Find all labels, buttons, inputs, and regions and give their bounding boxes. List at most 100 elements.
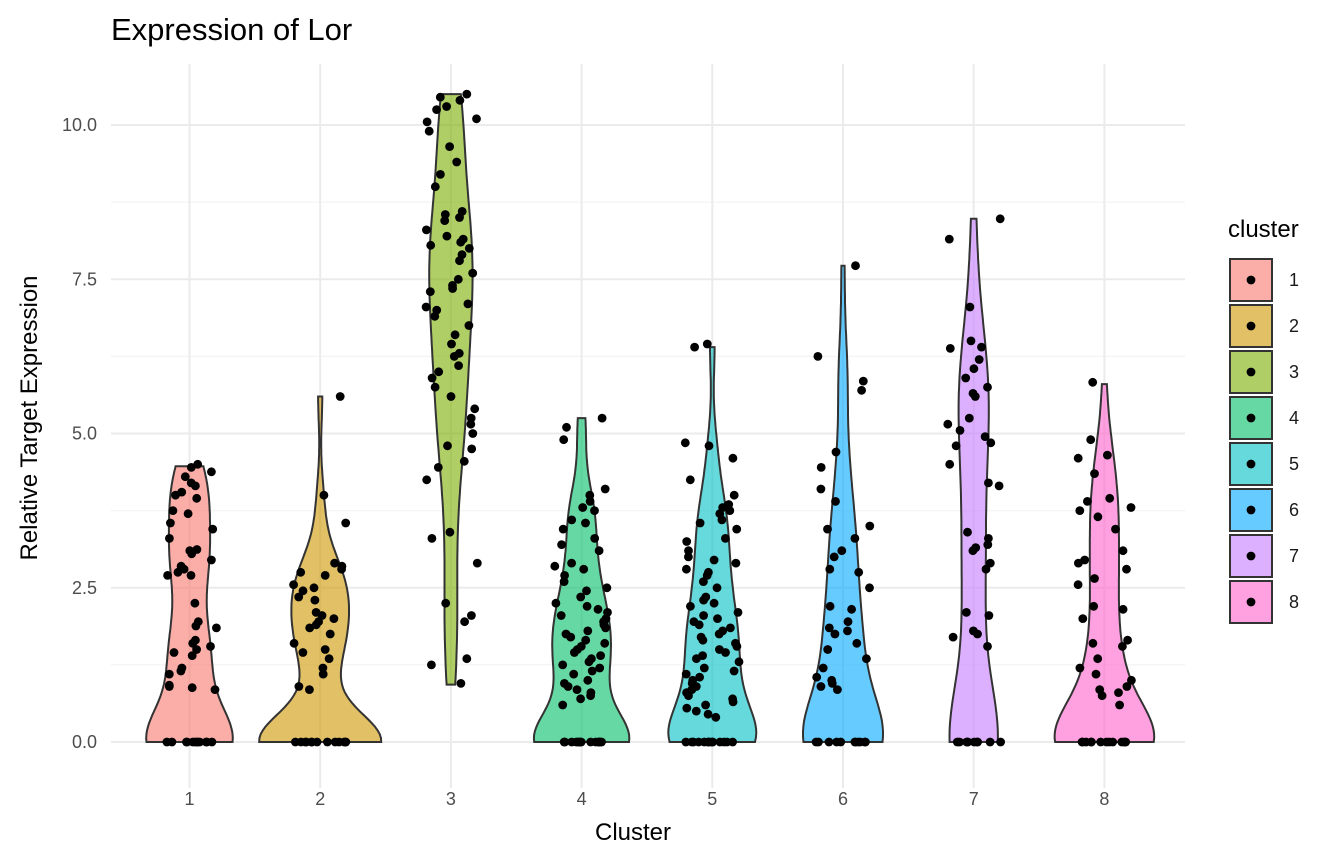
point-cluster-3-51 [422,475,432,485]
point-cluster-2-10 [310,595,320,605]
point-cluster-7-21 [963,527,972,537]
point-cluster-4-22 [551,598,561,608]
point-cluster-1-12 [208,524,218,534]
point-cluster-3-9 [452,157,462,167]
point-cluster-3-60 [456,679,466,688]
point-cluster-3-17 [442,231,452,241]
point-cluster-6-29 [816,682,826,691]
legend-item-6: 6 [1229,488,1299,532]
point-cluster-7-40 [952,737,962,747]
point-cluster-4-35 [600,638,610,648]
point-cluster-4-2 [559,435,569,445]
point-cluster-1-39 [186,571,196,580]
point-cluster-3-50 [433,463,443,472]
point-cluster-3-53 [427,534,437,543]
point-cluster-4-48 [563,682,573,691]
point-cluster-5-26 [699,595,708,605]
point-cluster-2-40 [312,737,322,747]
point-cluster-4-43 [595,663,605,673]
point-cluster-4-18 [559,577,569,586]
point-cluster-4-1 [562,422,571,432]
legend-point [1246,321,1256,331]
y-tick-label: 0.0 [72,732,97,752]
point-cluster-5-23 [699,577,708,586]
legend-label: 5 [1289,454,1299,474]
legend-point [1246,505,1256,515]
point-cluster-4-53 [558,700,568,710]
point-cluster-8-26 [1127,675,1136,685]
point-cluster-8-43 [1077,737,1087,747]
point-cluster-6-13 [825,564,835,574]
point-cluster-7-38 [969,737,979,747]
legend-item-8: 8 [1229,580,1299,624]
point-cluster-5-48 [681,669,691,679]
point-cluster-8-14 [1122,564,1131,574]
point-cluster-4-30 [601,623,610,633]
point-cluster-5-28 [686,601,695,611]
point-cluster-1-21 [163,571,173,580]
point-cluster-3-56 [467,611,476,620]
point-cluster-6-12 [829,552,839,562]
point-cluster-5-49 [695,672,704,682]
point-cluster-8-31 [1115,700,1124,710]
point-cluster-5-57 [728,697,738,707]
point-cluster-8-19 [1078,614,1088,623]
point-cluster-8-6 [1083,497,1092,506]
point-cluster-1-4 [193,459,203,469]
point-cluster-3-32 [430,311,440,321]
point-cluster-2-7 [289,580,298,590]
legend-label: 3 [1289,362,1299,382]
legend-item-3: 3 [1229,350,1299,394]
point-cluster-1-8 [192,493,202,503]
point-cluster-4-3 [600,484,610,494]
legend-item-7: 7 [1229,534,1299,578]
point-cluster-3-57 [460,617,469,627]
point-cluster-6-7 [831,497,840,506]
point-cluster-2-23 [305,685,314,694]
point-cluster-8-7 [1126,503,1136,512]
point-cluster-7-7 [969,364,979,374]
legend-label: 7 [1289,546,1299,566]
point-cluster-4-11 [590,534,600,543]
point-cluster-2-13 [329,614,339,623]
point-cluster-1-29 [169,648,179,657]
point-cluster-8-17 [1089,601,1099,611]
point-cluster-7-17 [951,441,961,451]
point-cluster-7-11 [970,392,980,401]
violin-cluster-8 [1053,383,1156,743]
point-cluster-5-5 [685,475,695,485]
point-cluster-4-7 [590,506,599,515]
point-cluster-1-27 [206,642,215,651]
point-cluster-5-58 [701,700,710,710]
point-cluster-6-22 [852,638,862,648]
point-cluster-6-18 [843,617,853,627]
point-cluster-5-0 [702,339,712,349]
y-tick-label: 7.5 [72,269,97,289]
point-cluster-2-16 [325,629,335,639]
point-cluster-8-23 [1093,654,1103,664]
point-cluster-5-3 [704,441,714,451]
point-cluster-7-42 [996,737,1005,747]
point-cluster-8-22 [1118,642,1127,651]
point-cluster-8-30 [1097,691,1107,701]
point-cluster-4-39 [596,651,605,660]
point-cluster-7-43 [963,737,973,747]
point-cluster-4-13 [594,546,604,556]
point-cluster-3-43 [470,404,480,414]
point-cluster-8-0 [1088,377,1098,387]
point-cluster-6-1 [813,352,823,361]
legend: cluster 1 2 3 4 5 6 7 8 [1228,216,1299,624]
legend-point [1246,551,1256,561]
point-cluster-3-27 [448,284,457,293]
point-cluster-6-5 [816,463,826,472]
point-cluster-8-2 [1103,450,1112,460]
legend-item-2: 2 [1229,304,1299,348]
point-cluster-3-42 [446,392,456,401]
point-cluster-5-2 [680,438,690,448]
point-cluster-4-14 [567,558,576,568]
point-cluster-6-19 [824,623,834,633]
point-cluster-5-72 [722,737,732,747]
point-cluster-3-19 [456,237,466,247]
point-cluster-4-9 [581,518,590,528]
